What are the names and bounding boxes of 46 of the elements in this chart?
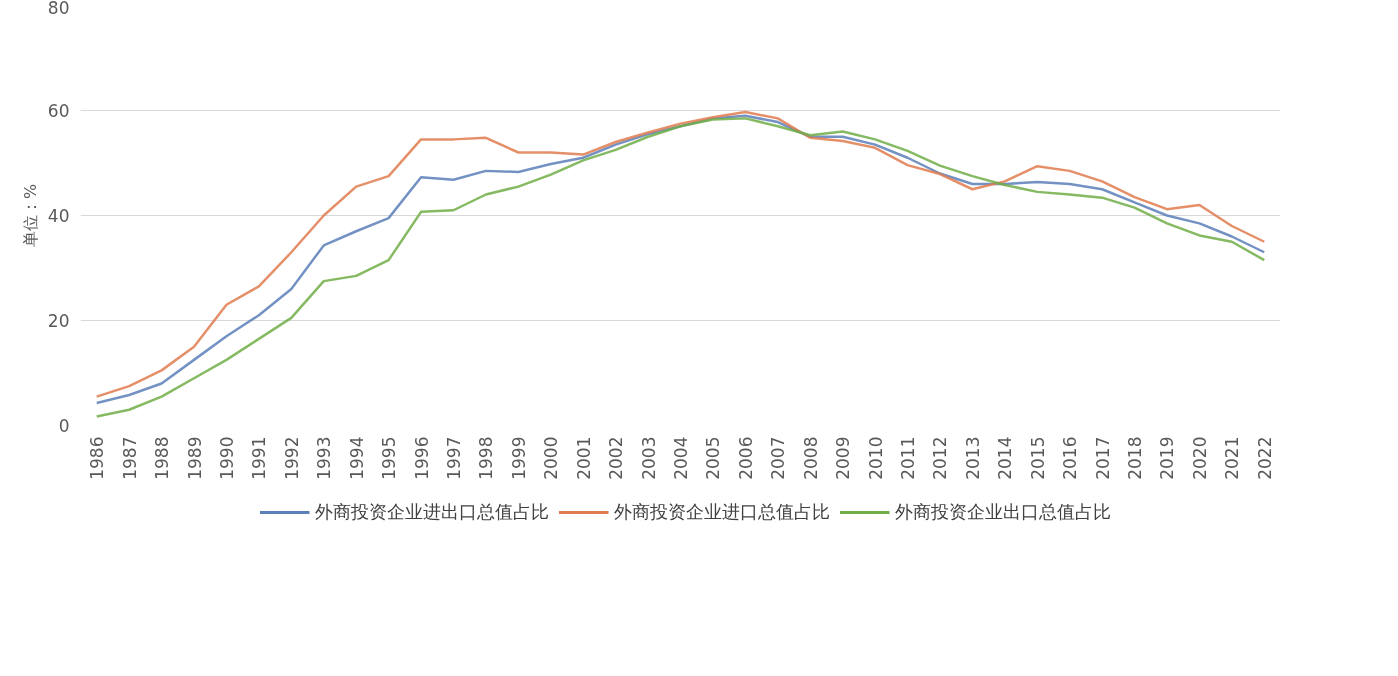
- x-tick-label: 1987: [119, 436, 140, 480]
- y-tick-label: 60: [47, 101, 70, 121]
- x-tick-label: 2010: [865, 436, 886, 480]
- x-tick-label: 1994: [346, 436, 367, 480]
- x-tick-label: 2015: [1027, 436, 1048, 480]
- x-tick-label: 1991: [249, 436, 270, 480]
- x-tick-label: 1998: [476, 436, 497, 480]
- x-tick-label: 1999: [508, 436, 529, 480]
- x-tick-label: 1990: [216, 436, 237, 480]
- y-axis-title: 单位：%: [20, 183, 40, 248]
- x-tick-label: 2019: [1157, 436, 1178, 480]
- x-tick-label: 2004: [671, 436, 691, 480]
- legend-label: 外商投资企业出口总值占比: [894, 500, 1111, 524]
- y-tick-label: 80: [47, 0, 70, 18]
- y-tick-label: 20: [47, 311, 70, 331]
- x-tick-label: 2000: [541, 436, 562, 480]
- x-tick-label: 2007: [768, 436, 789, 480]
- x-tick-label: 1986: [87, 436, 108, 480]
- x-tick-label: 2020: [1189, 436, 1210, 480]
- x-tick-label: 2009: [833, 436, 854, 480]
- x-tick-label: 1992: [281, 436, 302, 480]
- x-tick-label: 2011: [898, 436, 919, 480]
- x-tick-label: 2013: [962, 436, 983, 480]
- x-tick-label: 1997: [443, 436, 464, 480]
- x-tick-label: 2005: [703, 436, 724, 480]
- x-tick-label: 1995: [379, 436, 400, 480]
- x-tick-label: 2014: [995, 436, 1016, 480]
- x-tick-label: 1988: [152, 436, 173, 480]
- x-tick-label: 2002: [606, 436, 627, 480]
- x-tick-label: 2018: [1125, 436, 1146, 480]
- y-tick-label: 40: [47, 206, 70, 226]
- x-tick-label: 2003: [638, 436, 659, 480]
- x-tick-label: 2008: [800, 436, 821, 480]
- x-tick-label: 1989: [184, 436, 205, 480]
- x-tick-label: 2017: [1092, 436, 1113, 480]
- x-tick-label: 1996: [411, 436, 432, 480]
- x-tick-label: 2012: [930, 436, 951, 480]
- x-tick-label: 2006: [735, 436, 756, 480]
- x-tick-label: 2001: [573, 436, 594, 480]
- legend-label: 外商投资企业进出口总值占比: [314, 500, 549, 524]
- x-tick-label: 2022: [1254, 436, 1275, 480]
- x-tick-label: 2021: [1222, 436, 1243, 480]
- x-tick-label: 1993: [314, 436, 335, 480]
- y-tick-label: 0: [58, 416, 70, 436]
- legend-label: 外商投资企业进口总值占比: [613, 500, 830, 524]
- x-tick-label: 2016: [1060, 436, 1081, 480]
